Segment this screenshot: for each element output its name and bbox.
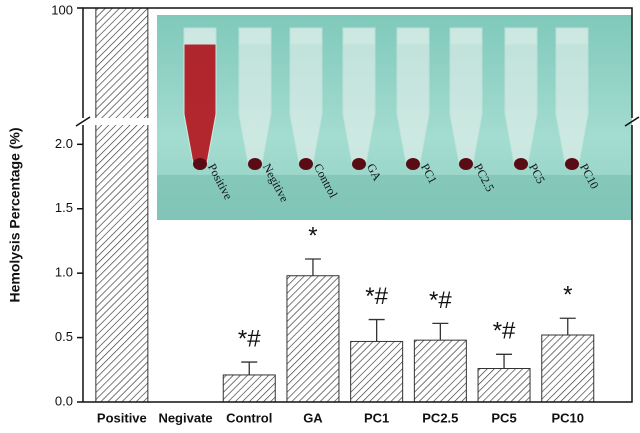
tube-cap — [289, 27, 323, 45]
tube-cap — [555, 27, 589, 45]
y-tick-label: 0.0 — [55, 393, 73, 408]
pellet — [299, 158, 313, 170]
bar — [541, 334, 595, 402]
axis-break — [75, 116, 640, 127]
bar — [477, 368, 531, 402]
photo-inset: Positive Negitive Control GA PC1 PC2.5 PC5 PC10 — [157, 15, 632, 220]
x-tick-label: Positive — [97, 410, 147, 425]
pellet — [565, 158, 579, 170]
tube-cap — [449, 27, 483, 45]
lower-panel — [95, 125, 595, 402]
annotation: *# — [365, 283, 388, 310]
pellet — [459, 158, 473, 170]
annotation: *# — [238, 325, 261, 352]
bar — [413, 339, 467, 402]
x-tick-label: PC1 — [364, 410, 389, 425]
bar — [222, 374, 276, 402]
tube-cap — [342, 27, 376, 45]
bar — [286, 275, 340, 402]
y-axis-label: Hemolysis Percentage (%) — [7, 127, 23, 302]
bar — [95, 125, 149, 402]
annotation: *# — [429, 287, 452, 314]
axes — [75, 7, 640, 403]
pellet — [352, 158, 366, 170]
x-tick-label: Negivate — [158, 410, 212, 425]
x-tick-label: PC5 — [491, 410, 516, 425]
bar — [95, 8, 149, 118]
axis-frame — [82, 7, 633, 403]
y-tick-label: 1.0 — [55, 265, 73, 280]
error-bar — [432, 322, 449, 341]
tube-cap — [183, 27, 217, 45]
pellet — [514, 158, 528, 170]
tube-cap — [238, 27, 272, 45]
y-tick-label: 0.5 — [55, 329, 73, 344]
y-tick-label: 2.0 — [55, 136, 73, 151]
x-tick-label: GA — [303, 410, 323, 425]
y-tick-label: 100 — [51, 2, 73, 17]
error-bar — [304, 258, 321, 276]
pellet — [193, 158, 207, 170]
y-tick-label: 1.5 — [55, 200, 73, 215]
annotation: * — [563, 282, 572, 309]
x-tick-label: PC2.5 — [422, 410, 458, 425]
error-bar — [368, 318, 385, 342]
tube-cap — [396, 27, 430, 45]
error-bar — [241, 361, 258, 375]
annotation: * — [308, 222, 317, 249]
pellet — [406, 158, 420, 170]
x-tick-label: PC10 — [551, 410, 584, 425]
upper-panel — [95, 8, 149, 118]
bar — [350, 340, 404, 402]
annotation: *# — [493, 318, 516, 345]
tube-cap — [504, 27, 538, 45]
photo-rack — [157, 175, 632, 220]
x-tick-label: Control — [226, 410, 272, 425]
error-bar — [496, 353, 513, 369]
pellet — [248, 158, 262, 170]
error-bar — [559, 317, 576, 336]
